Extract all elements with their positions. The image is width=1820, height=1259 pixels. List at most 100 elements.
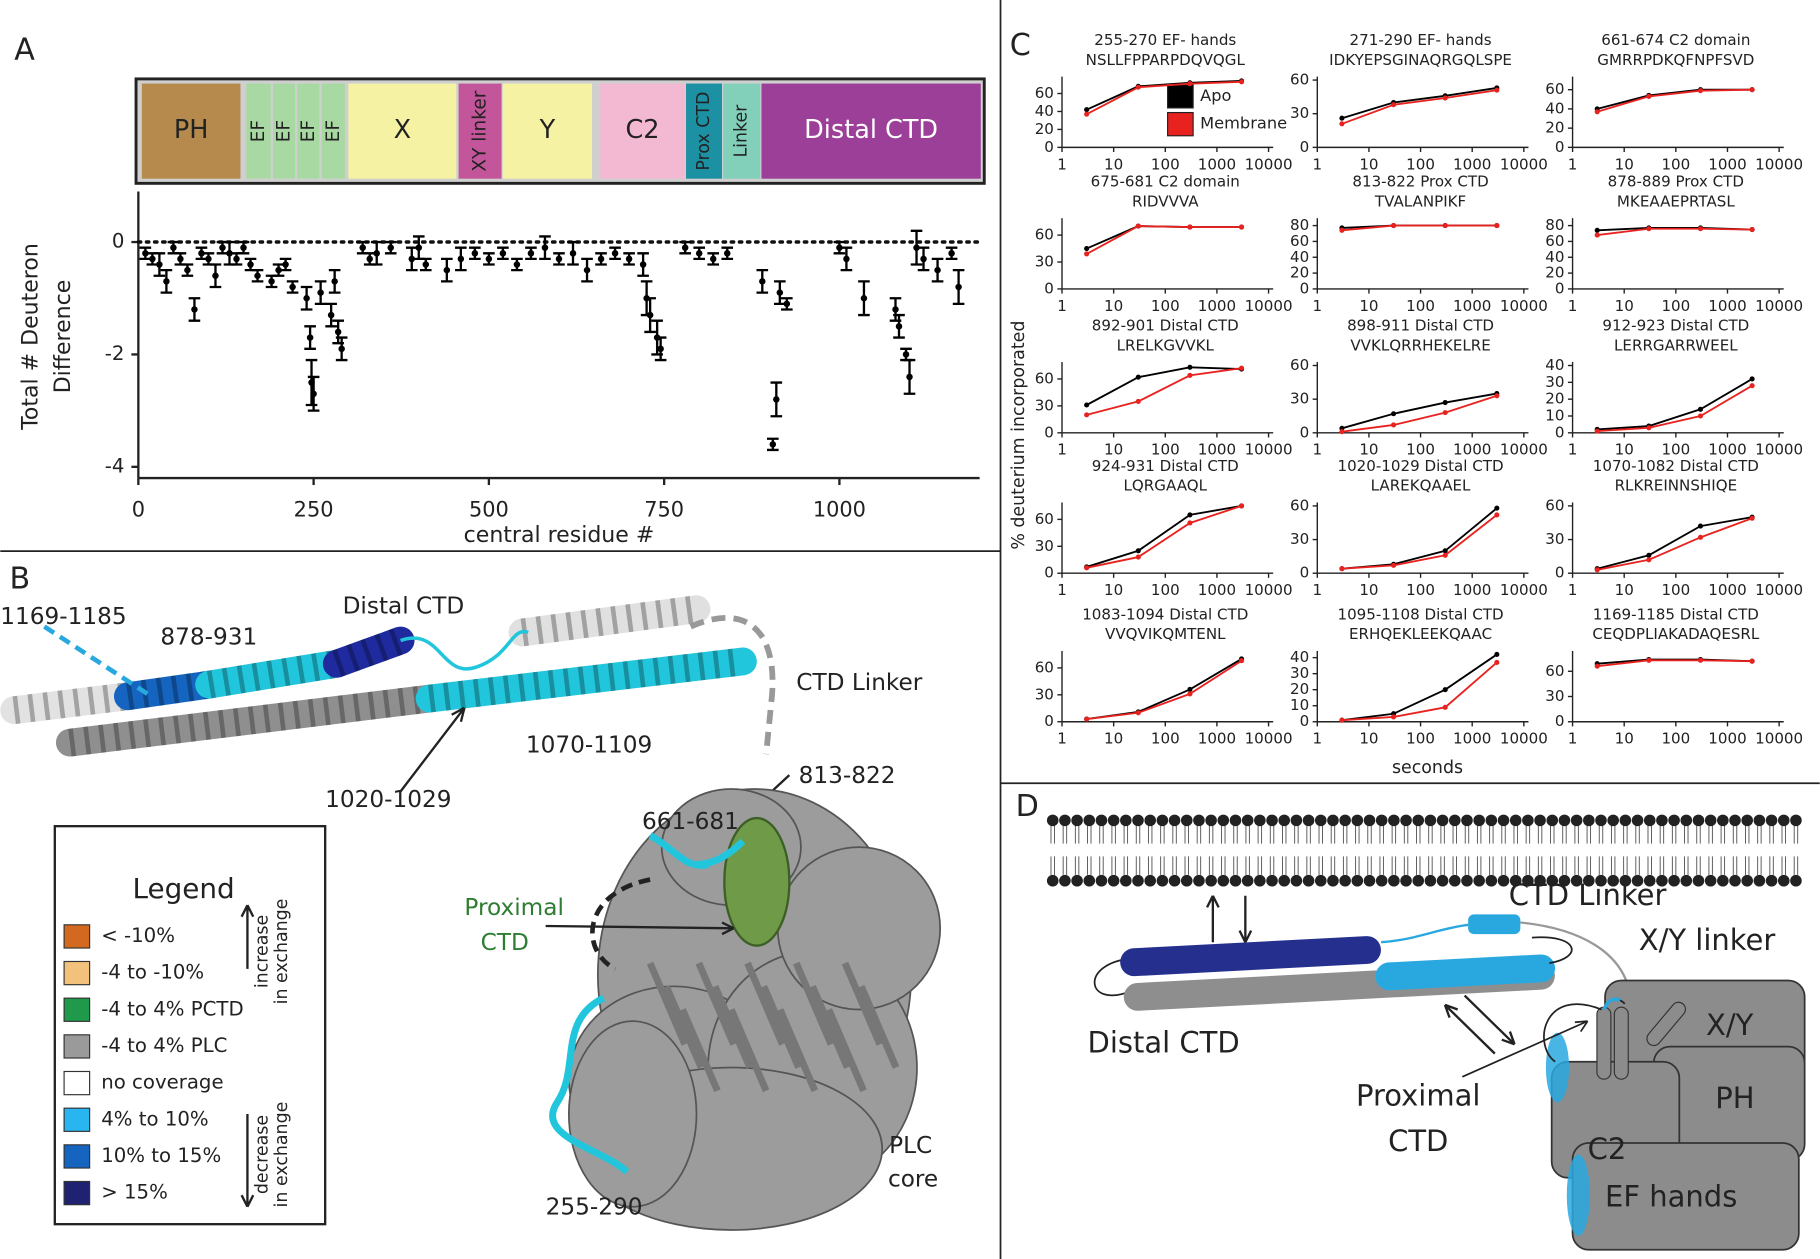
lipid-tail [1684, 825, 1689, 875]
lipid-head [1095, 814, 1108, 827]
strand [825, 1008, 867, 1093]
point [1442, 687, 1448, 693]
lipid-head [1741, 814, 1754, 827]
lipid-tail [1598, 825, 1604, 875]
lipid-head [1631, 814, 1644, 827]
point [149, 255, 156, 263]
lipid-tail [1062, 825, 1068, 875]
x-tick-label: 1000 [1198, 155, 1236, 173]
y-tick-label: 30 [1035, 685, 1054, 703]
point [1339, 227, 1345, 233]
lipid-head [1046, 814, 1059, 827]
label: C2 [1588, 1132, 1627, 1166]
domain [141, 83, 241, 179]
chart-subtitle: LQRGAAQL [1124, 477, 1208, 495]
point [1749, 226, 1755, 233]
point [1442, 223, 1448, 229]
y-tick-label: 60 [1035, 510, 1054, 528]
lipid-tail [1793, 825, 1799, 875]
point [1084, 111, 1090, 117]
chart-title: 878-889 Prox CTD [1608, 173, 1744, 191]
lipid-tail [1476, 825, 1482, 875]
lipid-head [1436, 814, 1449, 827]
y-tick-label: 0 [1300, 712, 1310, 730]
label: 1020-1029 [325, 786, 451, 813]
strand [646, 961, 689, 1046]
lipid-tail [1294, 825, 1299, 875]
domain [686, 83, 723, 179]
chart-title: 924-931 Distal CTD [1092, 457, 1239, 475]
point [569, 250, 577, 257]
legend-note: increase [253, 915, 273, 988]
point [783, 300, 791, 308]
point [1135, 374, 1141, 380]
lipid-head [1412, 814, 1425, 827]
lipid-head [1558, 814, 1571, 827]
x-tick-label: 10 [1615, 730, 1634, 748]
point [657, 345, 664, 353]
lipid-head [1522, 814, 1534, 827]
lipid-head [1570, 874, 1583, 887]
lipid-tail [1184, 825, 1189, 875]
x-tick-label: 1000 [1453, 155, 1491, 173]
point [1749, 515, 1755, 521]
y-tick-label: 20 [1290, 680, 1309, 698]
point [1391, 562, 1397, 568]
y-tick-label: 0 [1555, 423, 1565, 441]
lipid-head [1595, 814, 1607, 827]
point [1494, 223, 1500, 229]
x-tick-label: 500 [469, 498, 509, 522]
point [1646, 557, 1652, 563]
lipid-head [1229, 814, 1242, 827]
lipid-tail [1160, 825, 1165, 875]
x-axis-label: seconds [1392, 758, 1463, 778]
series-line [1596, 88, 1753, 113]
legend-title: Legend [132, 872, 234, 905]
lipid-head [1619, 874, 1632, 887]
legend-label: Membrane [1200, 114, 1287, 133]
lipid-head [1254, 814, 1266, 827]
y-tick-label: 40 [1290, 648, 1309, 666]
point [485, 255, 493, 263]
x-tick-label: 1 [1312, 155, 1322, 173]
domain [272, 83, 296, 179]
point [457, 255, 465, 263]
y-tick-label: 80 [1545, 216, 1564, 234]
domain [723, 83, 761, 179]
helix [1120, 936, 1381, 977]
lipid-head [1546, 814, 1559, 827]
chart-title: 1083-1094 Distal CTD [1082, 605, 1248, 623]
lipid-tail [1525, 825, 1531, 875]
point [1239, 224, 1245, 230]
point [163, 278, 170, 285]
lipid-tail [1720, 825, 1726, 875]
y-tick-label: 30 [1545, 687, 1564, 705]
lipid-head [1375, 814, 1388, 827]
lipid-head [1132, 874, 1144, 887]
point [1391, 223, 1397, 229]
point [1442, 95, 1448, 101]
point [934, 266, 941, 274]
chart-title: 1070-1082 Distal CTD [1593, 457, 1759, 475]
label: 1169-1185 [0, 603, 126, 630]
helix [0, 682, 142, 725]
x-tick-label: 100 [1661, 297, 1690, 315]
lipid-head [1205, 814, 1217, 827]
label: EF hands [1605, 1180, 1737, 1214]
helix-turns [12, 682, 130, 724]
arrow [240, 1113, 255, 1208]
point [1594, 567, 1600, 573]
legend-swatch [1167, 111, 1194, 137]
y-tick-label: 0 [1300, 564, 1310, 582]
x-tick-label: 1 [1057, 581, 1067, 599]
helix-turns [332, 627, 406, 677]
point [268, 278, 275, 285]
series-line [1596, 88, 1753, 110]
point [843, 255, 850, 263]
point [212, 272, 219, 280]
legend-swatch [63, 997, 91, 1022]
x-tick-label: 10000 [1755, 297, 1803, 315]
label: PH [1715, 1081, 1754, 1115]
point [282, 261, 289, 268]
point [1594, 109, 1600, 115]
